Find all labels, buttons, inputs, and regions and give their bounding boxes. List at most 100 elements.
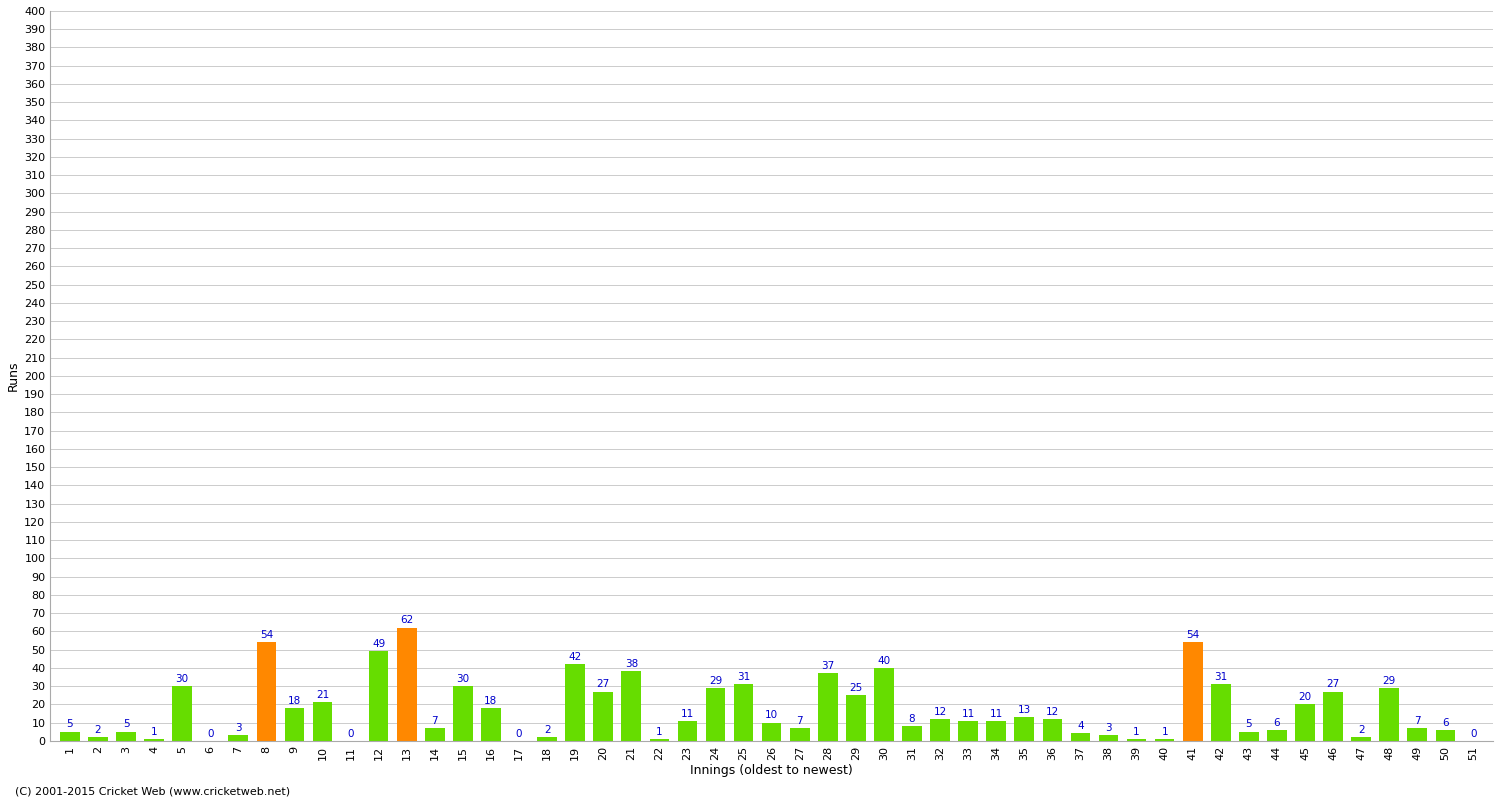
Text: 1: 1 xyxy=(152,726,157,737)
Bar xyxy=(1407,728,1426,741)
Bar xyxy=(818,674,837,741)
Text: 27: 27 xyxy=(597,679,610,690)
Bar xyxy=(312,702,333,741)
Text: 27: 27 xyxy=(1326,679,1340,690)
Bar xyxy=(88,737,108,741)
Text: 11: 11 xyxy=(990,709,1004,718)
Text: 31: 31 xyxy=(736,672,750,682)
Bar xyxy=(1155,739,1174,741)
Text: 20: 20 xyxy=(1299,692,1311,702)
Bar xyxy=(902,726,922,741)
Text: 5: 5 xyxy=(66,719,74,730)
X-axis label: Innings (oldest to newest): Innings (oldest to newest) xyxy=(690,764,853,777)
Bar xyxy=(482,708,501,741)
Text: 11: 11 xyxy=(681,709,694,718)
Text: 2: 2 xyxy=(544,725,550,735)
Text: 54: 54 xyxy=(1186,630,1200,640)
Bar xyxy=(930,719,950,741)
Text: 3: 3 xyxy=(236,723,242,733)
Bar xyxy=(398,628,417,741)
Text: 0: 0 xyxy=(516,729,522,738)
Bar xyxy=(566,664,585,741)
Bar xyxy=(621,671,640,741)
Bar xyxy=(987,721,1006,741)
Bar xyxy=(1098,735,1119,741)
Bar xyxy=(594,691,613,741)
Text: 30: 30 xyxy=(176,674,189,684)
Text: 1: 1 xyxy=(1161,726,1168,737)
Bar xyxy=(424,728,444,741)
Bar xyxy=(1268,730,1287,741)
Bar xyxy=(650,739,669,741)
Bar xyxy=(734,684,753,741)
Bar xyxy=(1184,642,1203,741)
Bar xyxy=(1323,691,1342,741)
Y-axis label: Runs: Runs xyxy=(8,361,20,391)
Text: 42: 42 xyxy=(568,652,582,662)
Text: (C) 2001-2015 Cricket Web (www.cricketweb.net): (C) 2001-2015 Cricket Web (www.cricketwe… xyxy=(15,786,290,796)
Text: 30: 30 xyxy=(456,674,470,684)
Text: 31: 31 xyxy=(1214,672,1227,682)
Text: 5: 5 xyxy=(123,719,129,730)
Bar xyxy=(144,739,164,741)
Text: 18: 18 xyxy=(484,696,498,706)
Text: 37: 37 xyxy=(821,661,834,671)
Bar xyxy=(1210,684,1230,741)
Bar xyxy=(537,737,556,741)
Bar xyxy=(1126,739,1146,741)
Text: 0: 0 xyxy=(207,729,213,738)
Bar xyxy=(1239,732,1258,741)
Text: 49: 49 xyxy=(372,639,386,649)
Text: 2: 2 xyxy=(1358,725,1365,735)
Bar xyxy=(228,735,248,741)
Bar xyxy=(1380,688,1400,741)
Text: 12: 12 xyxy=(1046,706,1059,717)
Bar xyxy=(678,721,698,741)
Text: 11: 11 xyxy=(962,709,975,718)
Text: 10: 10 xyxy=(765,710,778,720)
Bar xyxy=(705,688,726,741)
Bar xyxy=(369,651,388,741)
Bar xyxy=(1014,717,1034,741)
Text: 13: 13 xyxy=(1017,705,1031,715)
Bar xyxy=(762,722,782,741)
Text: 3: 3 xyxy=(1106,723,1112,733)
Text: 1: 1 xyxy=(656,726,663,737)
Bar xyxy=(256,642,276,741)
Bar xyxy=(60,732,80,741)
Text: 8: 8 xyxy=(909,714,915,724)
Text: 29: 29 xyxy=(710,676,722,686)
Text: 62: 62 xyxy=(400,615,414,626)
Text: 40: 40 xyxy=(878,656,891,666)
Bar xyxy=(453,686,472,741)
Text: 18: 18 xyxy=(288,696,302,706)
Text: 6: 6 xyxy=(1274,718,1280,728)
Bar xyxy=(172,686,192,741)
Text: 5: 5 xyxy=(1245,719,1252,730)
Text: 2: 2 xyxy=(94,725,102,735)
Text: 0: 0 xyxy=(1470,729,1476,738)
Bar xyxy=(790,728,810,741)
Text: 29: 29 xyxy=(1383,676,1396,686)
Bar xyxy=(1042,719,1062,741)
Bar xyxy=(958,721,978,741)
Text: 38: 38 xyxy=(624,659,638,670)
Bar xyxy=(1352,737,1371,741)
Text: 1: 1 xyxy=(1132,726,1140,737)
Bar xyxy=(1294,704,1316,741)
Bar xyxy=(874,668,894,741)
Text: 54: 54 xyxy=(260,630,273,640)
Text: 25: 25 xyxy=(849,683,862,693)
Text: 0: 0 xyxy=(348,729,354,738)
Text: 21: 21 xyxy=(316,690,328,700)
Bar xyxy=(116,732,136,741)
Bar xyxy=(846,695,865,741)
Text: 6: 6 xyxy=(1442,718,1449,728)
Bar xyxy=(1436,730,1455,741)
Text: 7: 7 xyxy=(432,716,438,726)
Text: 7: 7 xyxy=(1414,716,1420,726)
Text: 4: 4 xyxy=(1077,722,1083,731)
Bar xyxy=(1071,734,1090,741)
Text: 7: 7 xyxy=(796,716,802,726)
Text: 12: 12 xyxy=(933,706,946,717)
